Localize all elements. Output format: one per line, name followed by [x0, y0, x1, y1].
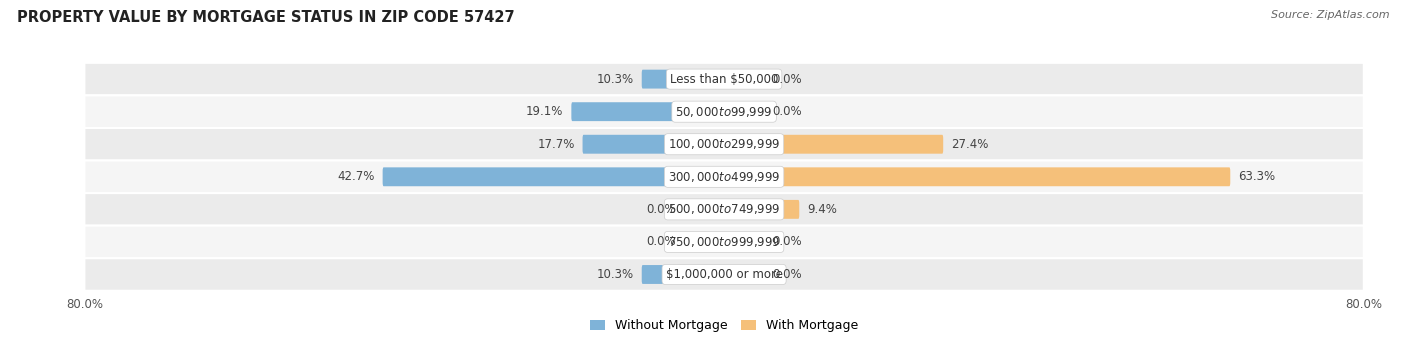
- FancyBboxPatch shape: [84, 258, 1364, 291]
- Text: 0.0%: 0.0%: [647, 235, 676, 249]
- FancyBboxPatch shape: [685, 233, 724, 251]
- Text: 0.0%: 0.0%: [772, 235, 801, 249]
- Text: 27.4%: 27.4%: [952, 138, 988, 151]
- Legend: Without Mortgage, With Mortgage: Without Mortgage, With Mortgage: [585, 314, 863, 337]
- Text: 9.4%: 9.4%: [807, 203, 837, 216]
- FancyBboxPatch shape: [84, 226, 1364, 258]
- FancyBboxPatch shape: [724, 102, 763, 121]
- FancyBboxPatch shape: [724, 265, 763, 284]
- FancyBboxPatch shape: [84, 128, 1364, 160]
- Text: 42.7%: 42.7%: [337, 170, 374, 183]
- Text: $50,000 to $99,999: $50,000 to $99,999: [675, 105, 773, 119]
- Text: 0.0%: 0.0%: [772, 73, 801, 86]
- Text: 17.7%: 17.7%: [537, 138, 575, 151]
- FancyBboxPatch shape: [724, 135, 943, 154]
- Text: 10.3%: 10.3%: [596, 268, 634, 281]
- Text: PROPERTY VALUE BY MORTGAGE STATUS IN ZIP CODE 57427: PROPERTY VALUE BY MORTGAGE STATUS IN ZIP…: [17, 10, 515, 25]
- FancyBboxPatch shape: [685, 200, 724, 219]
- FancyBboxPatch shape: [84, 63, 1364, 96]
- Text: Source: ZipAtlas.com: Source: ZipAtlas.com: [1271, 10, 1389, 20]
- FancyBboxPatch shape: [84, 96, 1364, 128]
- FancyBboxPatch shape: [84, 193, 1364, 226]
- FancyBboxPatch shape: [724, 167, 1230, 186]
- Text: 10.3%: 10.3%: [596, 73, 634, 86]
- Text: Less than $50,000: Less than $50,000: [669, 73, 779, 86]
- FancyBboxPatch shape: [382, 167, 724, 186]
- FancyBboxPatch shape: [641, 265, 724, 284]
- FancyBboxPatch shape: [582, 135, 724, 154]
- Text: $750,000 to $999,999: $750,000 to $999,999: [668, 235, 780, 249]
- Text: 0.0%: 0.0%: [647, 203, 676, 216]
- Text: $1,000,000 or more: $1,000,000 or more: [665, 268, 783, 281]
- FancyBboxPatch shape: [571, 102, 724, 121]
- FancyBboxPatch shape: [724, 200, 799, 219]
- FancyBboxPatch shape: [724, 70, 763, 88]
- Text: 19.1%: 19.1%: [526, 105, 564, 118]
- Text: $300,000 to $499,999: $300,000 to $499,999: [668, 170, 780, 184]
- FancyBboxPatch shape: [84, 160, 1364, 193]
- Text: 0.0%: 0.0%: [772, 105, 801, 118]
- Text: 63.3%: 63.3%: [1239, 170, 1275, 183]
- Text: $100,000 to $299,999: $100,000 to $299,999: [668, 137, 780, 151]
- FancyBboxPatch shape: [641, 70, 724, 88]
- FancyBboxPatch shape: [724, 233, 763, 251]
- Text: 0.0%: 0.0%: [772, 268, 801, 281]
- Text: $500,000 to $749,999: $500,000 to $749,999: [668, 202, 780, 216]
